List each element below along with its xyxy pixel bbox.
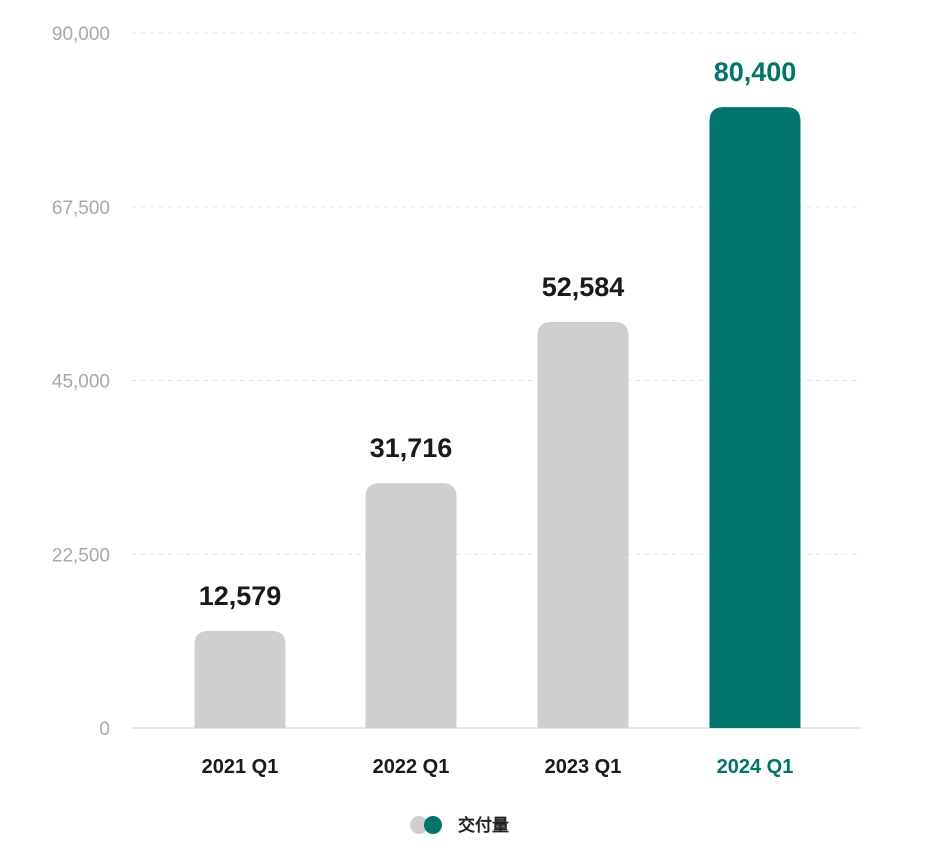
x-axis-categories: 2021 Q1 2022 Q1 2023 Q1 2024 Q1 [202,756,794,778]
bar-2024-q1 [709,107,801,729]
bar-2021-q1 [194,630,286,728]
value-label: 31,716 [370,433,453,463]
legend: 交付量 [410,815,509,836]
y-tick-label: 67,500 [52,198,110,219]
value-labels: 12,579 31,716 52,584 80,400 [199,57,797,611]
value-label: 52,584 [542,272,625,302]
y-tick-label: 45,000 [52,372,110,393]
y-axis-ticks: 0 22,500 45,000 67,500 90,000 [52,24,110,740]
legend-swatch-highlight [424,816,442,834]
y-tick-label: 0 [99,719,110,740]
bars [194,107,801,729]
y-tick-label: 90,000 [52,24,110,45]
legend-swatch-grey [410,816,428,834]
legend-label: 交付量 [458,815,509,836]
x-category-label: 2022 Q1 [373,756,450,778]
y-tick-label: 22,500 [52,545,110,566]
x-category-label: 2024 Q1 [717,756,794,778]
value-label: 80,400 [714,57,797,87]
bar-2022-q1 [365,483,457,728]
x-category-label: 2021 Q1 [202,756,279,778]
value-label: 12,579 [199,581,282,611]
bar-2023-q1 [537,321,629,728]
x-category-label: 2023 Q1 [545,756,622,778]
